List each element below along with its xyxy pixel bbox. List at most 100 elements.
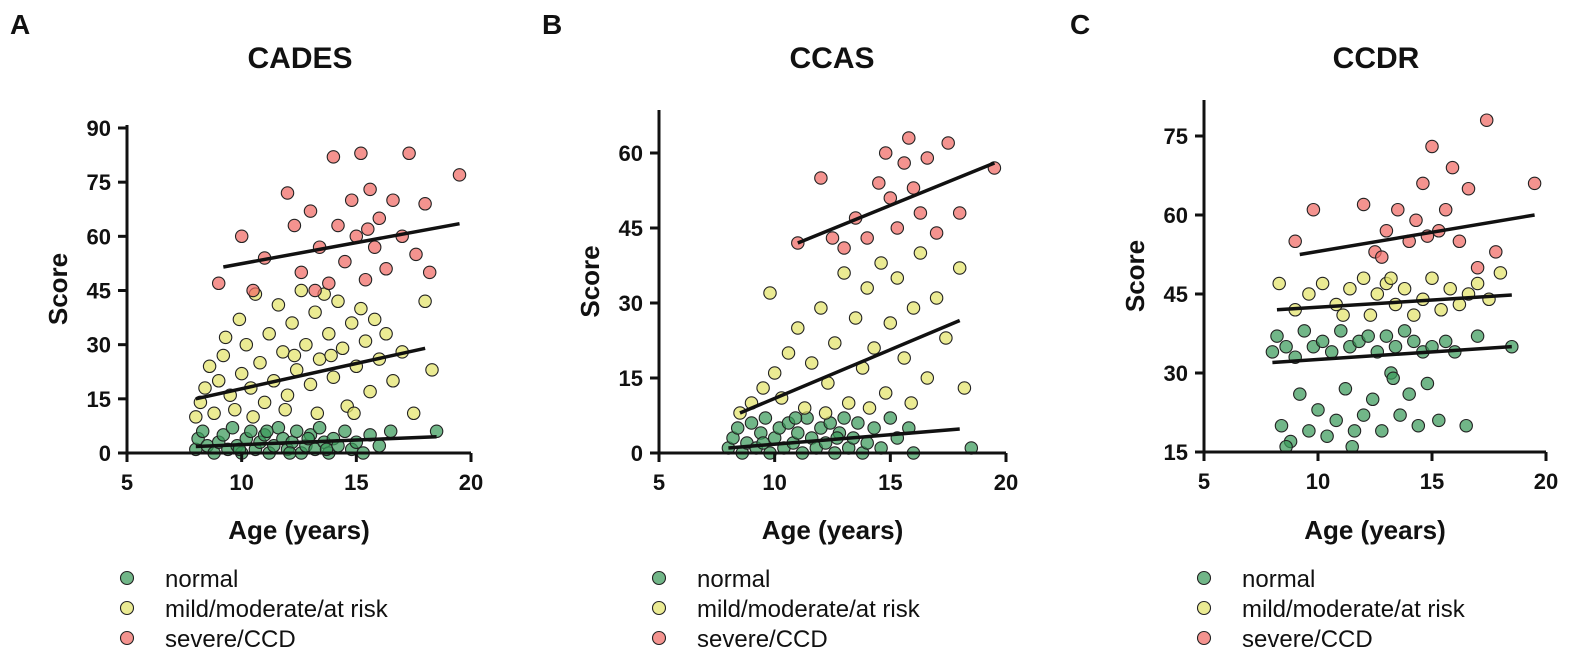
data-point-mild (202, 359, 217, 374)
chart-title: CCDR (1333, 42, 1420, 75)
data-point-mild (1493, 266, 1508, 280)
legend: normal mild/moderate/at risk severe/CCD (119, 566, 389, 653)
data-point-severe (422, 265, 437, 280)
legend: normal mild/moderate/at risk severe/CCD (1196, 566, 1466, 653)
data-point-normal (837, 411, 851, 425)
data-point-severe (344, 193, 359, 207)
y-tick-label: 30 (1164, 361, 1188, 386)
data-point-mild (1470, 276, 1485, 291)
y-axis-label: Score (1120, 240, 1150, 312)
data-point-mild (763, 286, 777, 300)
data-point-mild (904, 396, 918, 410)
data-point-normal (1375, 424, 1389, 438)
data-point-mild (929, 291, 944, 305)
data-point-normal (1320, 429, 1334, 443)
y-axis-label: Score (575, 245, 605, 317)
x-axis-label: Age (years) (1304, 515, 1446, 545)
data-point-mild (781, 346, 796, 360)
data-point-mild (756, 381, 770, 395)
data-point-normal (349, 435, 364, 449)
data-point-mild (280, 388, 295, 402)
y-tick-label: 60 (619, 141, 643, 166)
data-point-mild (253, 355, 267, 370)
data-point-mild (347, 406, 361, 421)
data-point-severe (322, 276, 336, 291)
data-point-mild (358, 334, 373, 348)
data-point-severe (294, 265, 309, 280)
data-point-mild (294, 283, 309, 298)
trend-line-normal (195, 435, 437, 449)
x-tick-label: 15 (344, 470, 368, 495)
data-point-normal (338, 424, 352, 439)
data-point-normal (1361, 329, 1375, 343)
data-point-severe (1489, 245, 1503, 259)
data-point-normal (1411, 418, 1426, 433)
panel-a: A CADES 5 10 15 20 0 15 30 45 60 75 90 Age (years) Sco… (10, 9, 483, 653)
data-point-mild (1363, 308, 1378, 322)
data-point-mild (344, 316, 359, 330)
data-point-mild (198, 381, 212, 395)
data-point-severe (308, 283, 322, 298)
legend-label-mild: mild/moderate/at risk (697, 596, 921, 623)
data-point-mild (837, 266, 851, 280)
data-point-severe (941, 136, 955, 150)
data-point-normal (1297, 324, 1312, 338)
data-point-mild (276, 345, 290, 359)
x-tick-label: 5 (653, 470, 665, 495)
legend-marker-mild (1196, 600, 1212, 616)
scatter-points (721, 131, 1002, 460)
data-point-mild (906, 301, 921, 315)
legend-marker-severe (119, 630, 135, 646)
legend: normal mild/moderate/at risk severe/CCD (651, 566, 921, 653)
data-point-severe (837, 241, 851, 255)
data-point-severe (211, 276, 226, 291)
data-point-mild (367, 312, 382, 327)
data-point-severe (418, 197, 432, 211)
data-point-normal (225, 420, 240, 435)
data-point-normal (788, 411, 803, 425)
data-point-normal (758, 411, 773, 425)
data-point-severe (303, 204, 318, 218)
trend-line-normal (1272, 344, 1512, 365)
data-point-severe (1306, 202, 1321, 217)
x-tick-label: 5 (121, 470, 133, 495)
y-tick-label: 90 (87, 116, 111, 141)
legend-label-mild: mild/moderate/at risk (1242, 596, 1466, 623)
x-tick-label: 5 (1198, 469, 1210, 494)
data-point-mild (920, 371, 935, 385)
data-point-normal (756, 436, 770, 450)
y-tick-label: 30 (619, 291, 643, 316)
data-point-mild (232, 312, 247, 327)
data-point-mild (303, 377, 318, 392)
data-point-mild (310, 406, 325, 421)
data-point-normal (1420, 376, 1435, 391)
data-point-mild (878, 386, 893, 400)
y-tick-label: 15 (1164, 440, 1188, 465)
data-point-severe (1409, 213, 1423, 228)
data-point-mild (312, 352, 327, 366)
data-point-normal (1432, 413, 1446, 428)
legend-label-normal: normal (697, 566, 770, 593)
panel-letter: B (542, 9, 562, 40)
data-point-normal (867, 421, 881, 435)
data-point-mild (386, 374, 400, 388)
data-point-normal (1438, 334, 1453, 349)
legend-label-normal: normal (1242, 566, 1315, 593)
data-point-normal (1393, 408, 1407, 422)
data-point-mild (797, 401, 812, 415)
data-point-mild (828, 336, 842, 350)
data-point-mild (1336, 308, 1350, 322)
data-point-mild (285, 316, 299, 330)
data-point-mild (890, 271, 905, 285)
data-point-mild (862, 401, 877, 415)
data-point-severe (814, 171, 828, 185)
data-point-normal (883, 411, 898, 425)
y-tick-label: 60 (1164, 203, 1188, 228)
data-point-normal (1402, 387, 1416, 401)
legend-label-severe: severe/CCD (1242, 626, 1373, 653)
data-point-mild (299, 337, 313, 352)
data-point-mild (1443, 281, 1457, 296)
data-point-mild (406, 406, 421, 421)
data-point-normal (1459, 418, 1473, 433)
